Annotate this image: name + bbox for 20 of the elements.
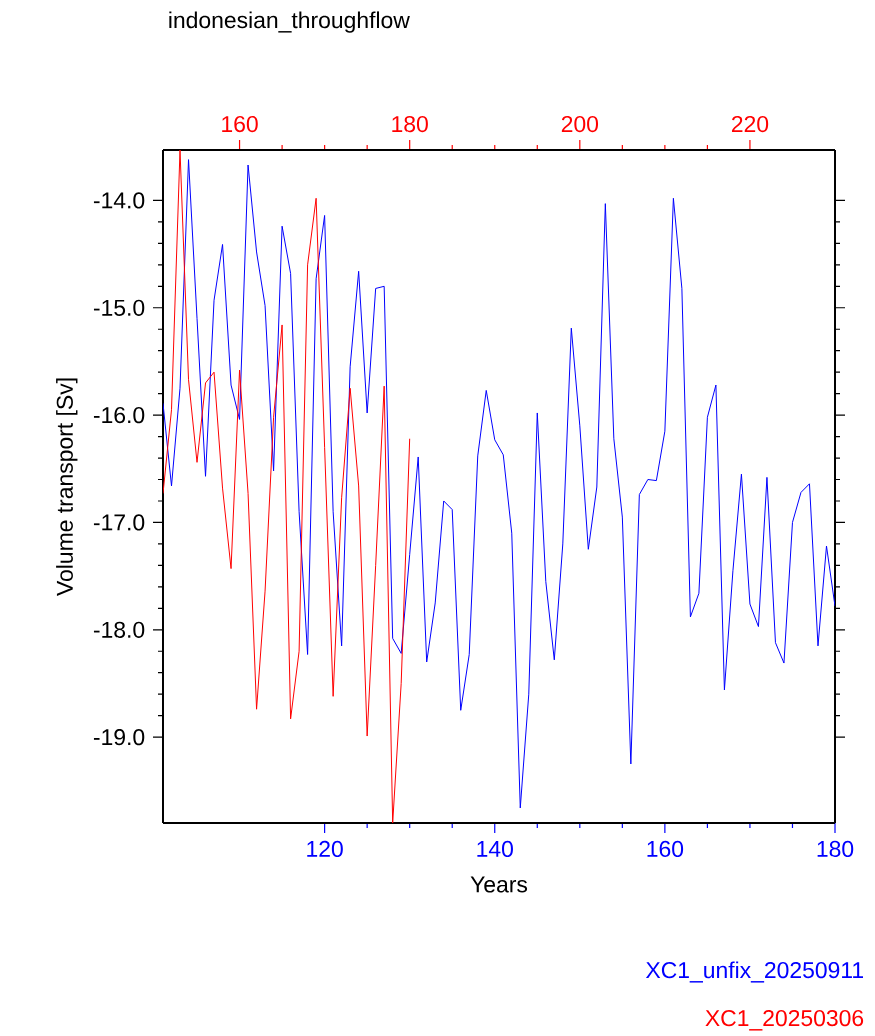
x2-tick-label: 200 [561,115,599,133]
y-tick-label: -15.0 [93,299,145,316]
y-tick-label: -16.0 [93,407,145,424]
x2-tick-label: 180 [392,115,428,133]
y-tick-label: -17.0 [93,514,145,531]
text: XC1_20250306 [705,1009,864,1031]
x-tick-label: 120 [307,840,343,858]
x2-tick-label: 160 [222,115,258,133]
x-tick-label: 180 [817,840,854,858]
line-series [163,159,835,809]
text: XC1_unfix_20250911 [645,961,863,983]
y-tick-label: -18.0 [93,621,145,638]
y-axis-title: Volume transport [Sv] [56,378,78,596]
x-tick-label: 160 [647,840,684,858]
x2-tick-label: 220 [731,115,769,133]
y-tick-label: -14.0 [93,192,145,209]
x-axis-title: Years [470,876,528,893]
chart-title: indonesian_throughflow [169,11,410,33]
y-tick-label: -19.0 [93,729,145,746]
x-tick-label: 140 [477,840,513,858]
